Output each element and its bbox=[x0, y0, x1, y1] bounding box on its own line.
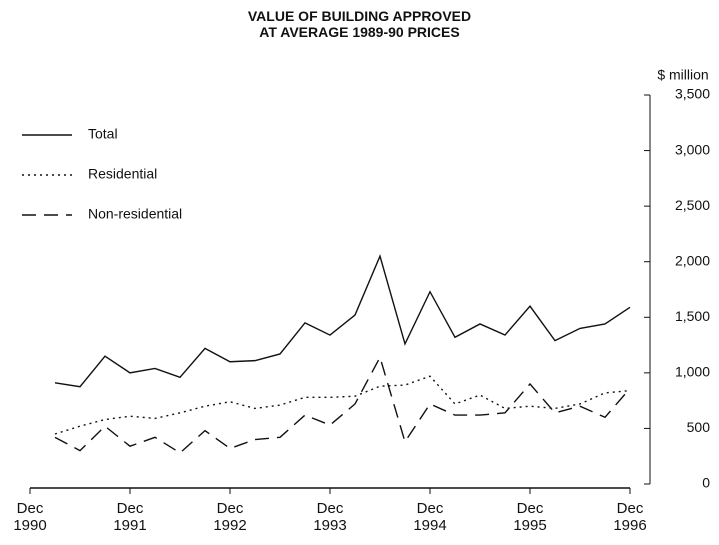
y-axis-label: $ million bbox=[657, 67, 708, 83]
series-line bbox=[54, 254, 631, 388]
series-line bbox=[54, 375, 631, 435]
y-tick-label: 2,000 bbox=[675, 252, 710, 268]
legend-label: Total bbox=[88, 126, 118, 142]
x-tick-label: Dec 1992 bbox=[213, 500, 247, 534]
y-tick-label: 1,000 bbox=[675, 364, 710, 380]
y-tick-label: 1,500 bbox=[675, 308, 710, 324]
chart-title: VALUE OF BUILDING APPROVED AT AVERAGE 19… bbox=[247, 8, 472, 40]
y-tick-label: 2,500 bbox=[675, 197, 710, 213]
x-tick-label: Dec 1990 bbox=[13, 500, 47, 534]
x-tick-label: Dec 1995 bbox=[513, 500, 547, 534]
y-tick-label: 3,000 bbox=[675, 141, 710, 157]
y-tick-label: 3,500 bbox=[675, 86, 710, 102]
x-tick-label: Dec 1993 bbox=[313, 500, 347, 534]
x-tick-label: Dec 1996 bbox=[613, 500, 647, 534]
x-tick-label: Dec 1991 bbox=[113, 500, 147, 534]
legend-label: Non-residential bbox=[88, 206, 182, 222]
x-tick-label: Dec 1994 bbox=[413, 500, 447, 534]
legend-label: Residential bbox=[88, 166, 157, 182]
y-tick-label: 500 bbox=[687, 419, 711, 435]
series-line bbox=[54, 355, 631, 454]
y-tick-label: 0 bbox=[702, 475, 710, 491]
